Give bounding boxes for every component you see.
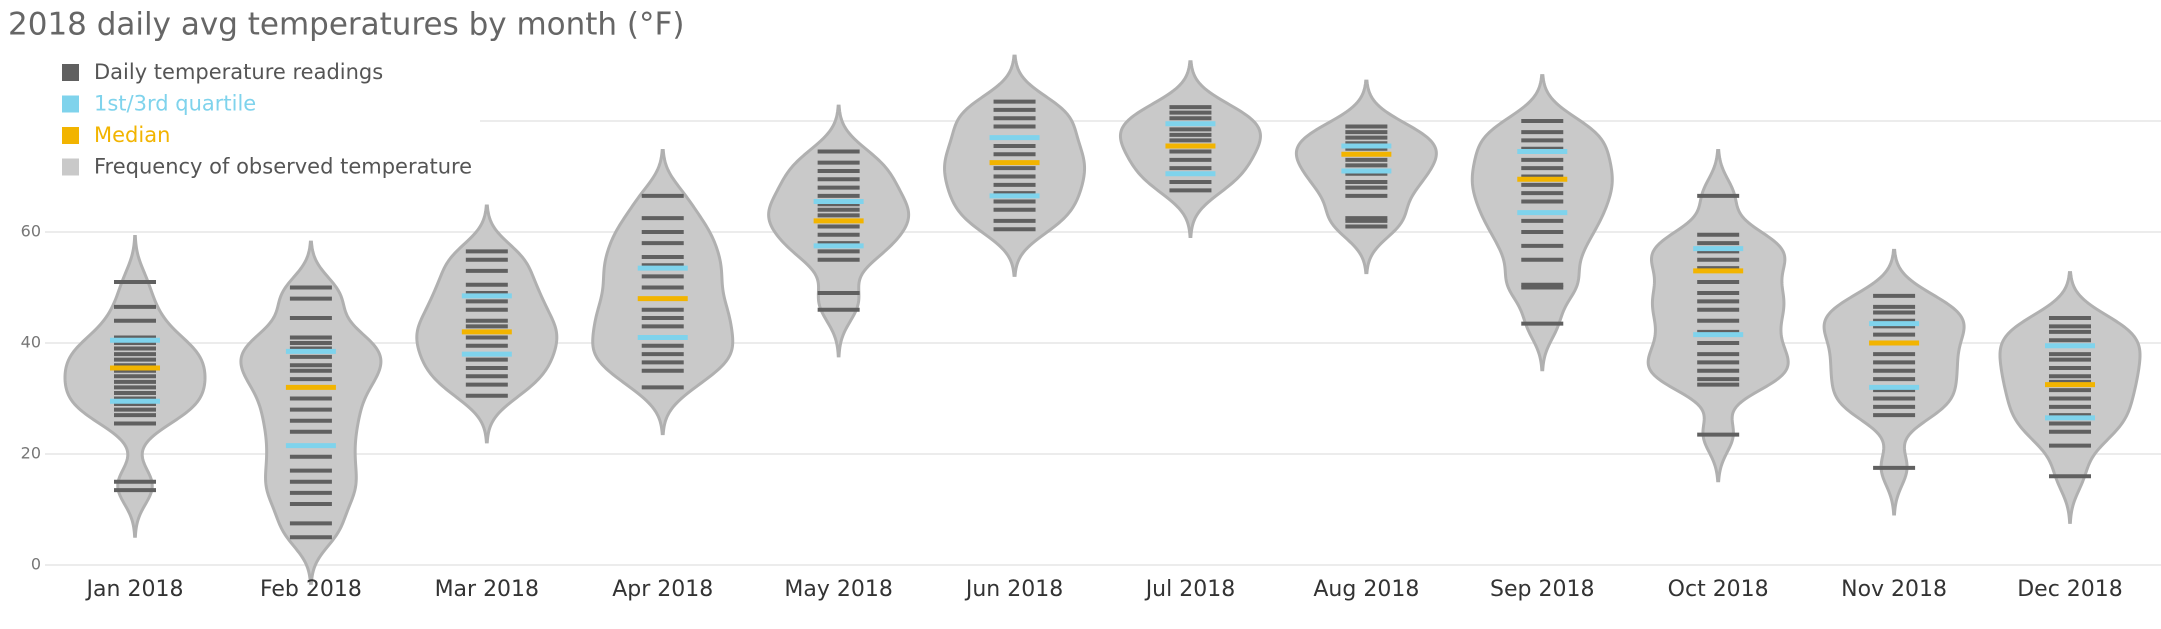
legend-label: Daily temperature readings: [94, 60, 383, 84]
legend-background: [0, 54, 480, 184]
x-tick-label: Jun 2018: [964, 577, 1063, 602]
y-tick-label: 40: [21, 333, 41, 352]
chart-title: 2018 daily avg temperatures by month (°F…: [8, 7, 684, 43]
violin: [767, 104, 911, 358]
violin: [591, 149, 735, 436]
x-tick-label: Sep 2018: [1490, 577, 1594, 602]
violin: [239, 240, 383, 585]
x-tick-label: Dec 2018: [2017, 577, 2123, 602]
violin: [1294, 79, 1438, 275]
x-tick-label: Mar 2018: [435, 577, 540, 602]
y-tick-label: 0: [31, 555, 41, 574]
legend-label: Frequency of observed temperature: [94, 155, 472, 179]
x-tick-label: May 2018: [784, 577, 892, 602]
y-tick-label: 20: [21, 444, 41, 463]
violin: [1118, 60, 1262, 239]
legend-swatch: [62, 158, 79, 176]
violin: [1646, 149, 1790, 483]
legend-swatch: [62, 95, 79, 113]
x-tick-label: Aug 2018: [1313, 577, 1419, 602]
x-tick-label: Oct 2018: [1668, 577, 1769, 602]
legend-swatch: [62, 64, 79, 81]
violin: [943, 54, 1087, 277]
legend-label: 1st/3rd quartile: [94, 92, 256, 116]
violin: [415, 204, 559, 444]
x-tick-label: Nov 2018: [1841, 577, 1947, 602]
y-tick-label: 60: [21, 222, 41, 241]
legend-swatch: [62, 127, 79, 144]
x-tick-label: Jul 2018: [1144, 577, 1236, 602]
violin: [1822, 248, 1966, 516]
legend-label: Median: [94, 123, 170, 147]
x-tick-label: Apr 2018: [612, 577, 713, 602]
x-tick-label: Jan 2018: [85, 577, 184, 602]
x-tick-label: Feb 2018: [260, 577, 362, 602]
